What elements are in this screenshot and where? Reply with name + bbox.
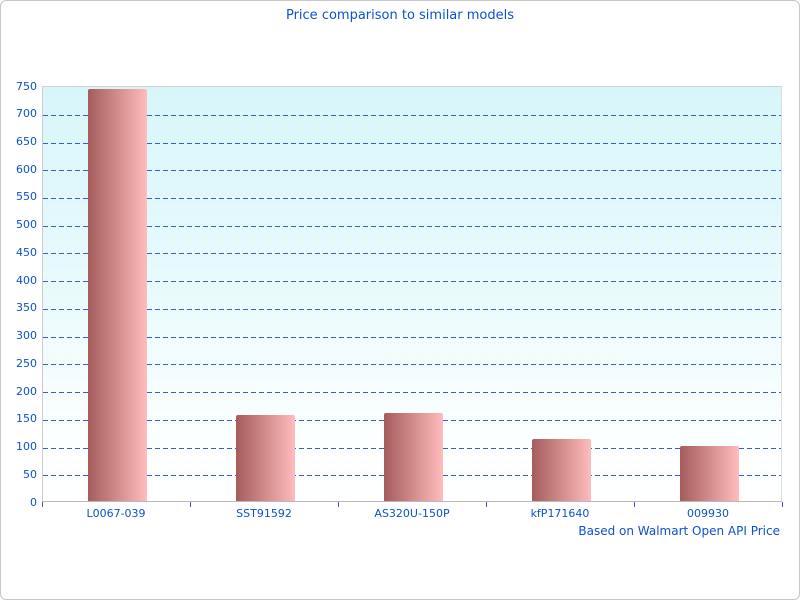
x-axis-tick [634,502,635,507]
bar-L0067-039 [87,89,147,501]
gridline [43,142,781,144]
chart-footer: Based on Walmart Open API Price [578,524,780,538]
x-axis-tick [338,502,339,507]
gridline [43,364,781,366]
y-tick-label: 200 [16,384,37,398]
x-tick-label: L0067-039 [86,507,146,520]
gridline [43,225,781,227]
gridline [43,308,781,310]
y-tick-label: 100 [16,440,37,453]
bar-AS320U-150P [383,412,443,501]
y-tick-label: 400 [16,273,37,287]
y-tick-label: 150 [16,412,37,426]
plot-area [42,86,782,502]
x-axis-tick [486,502,487,507]
y-tick-label: 50 [23,467,37,481]
y-tick-label: 450 [16,245,37,259]
gridline [43,170,781,172]
gridline [43,114,781,116]
y-tick-label: 250 [16,356,37,370]
y-tick-label: 750 [16,79,37,93]
gridline [43,197,781,199]
y-tick-label: 550 [16,190,37,204]
y-tick-label: 0 [30,495,37,509]
gridline [43,281,781,283]
bar-009930 [679,445,739,501]
y-tick-label: 300 [16,329,37,343]
y-tick-label: 500 [16,218,37,232]
x-tick-label: AS320U-150P [374,507,450,520]
gridline [43,392,781,394]
x-tick-label: SST91592 [236,507,292,520]
x-tick-label: 009930 [687,507,729,520]
bar-SST91592 [235,414,295,501]
x-axis-tick [42,502,43,507]
y-tick-label: 700 [16,107,37,121]
bar-kfP171640 [531,439,591,501]
gridline [43,253,781,255]
x-axis-tick [190,502,191,507]
y-tick-label: 600 [16,162,37,176]
gridline [43,336,781,338]
y-tick-label: 650 [16,135,37,148]
y-tick-label: 350 [16,301,37,315]
x-tick-label: kfP171640 [530,507,590,520]
chart-title: Price comparison to similar models [285,8,515,23]
x-axis-tick [782,502,783,507]
